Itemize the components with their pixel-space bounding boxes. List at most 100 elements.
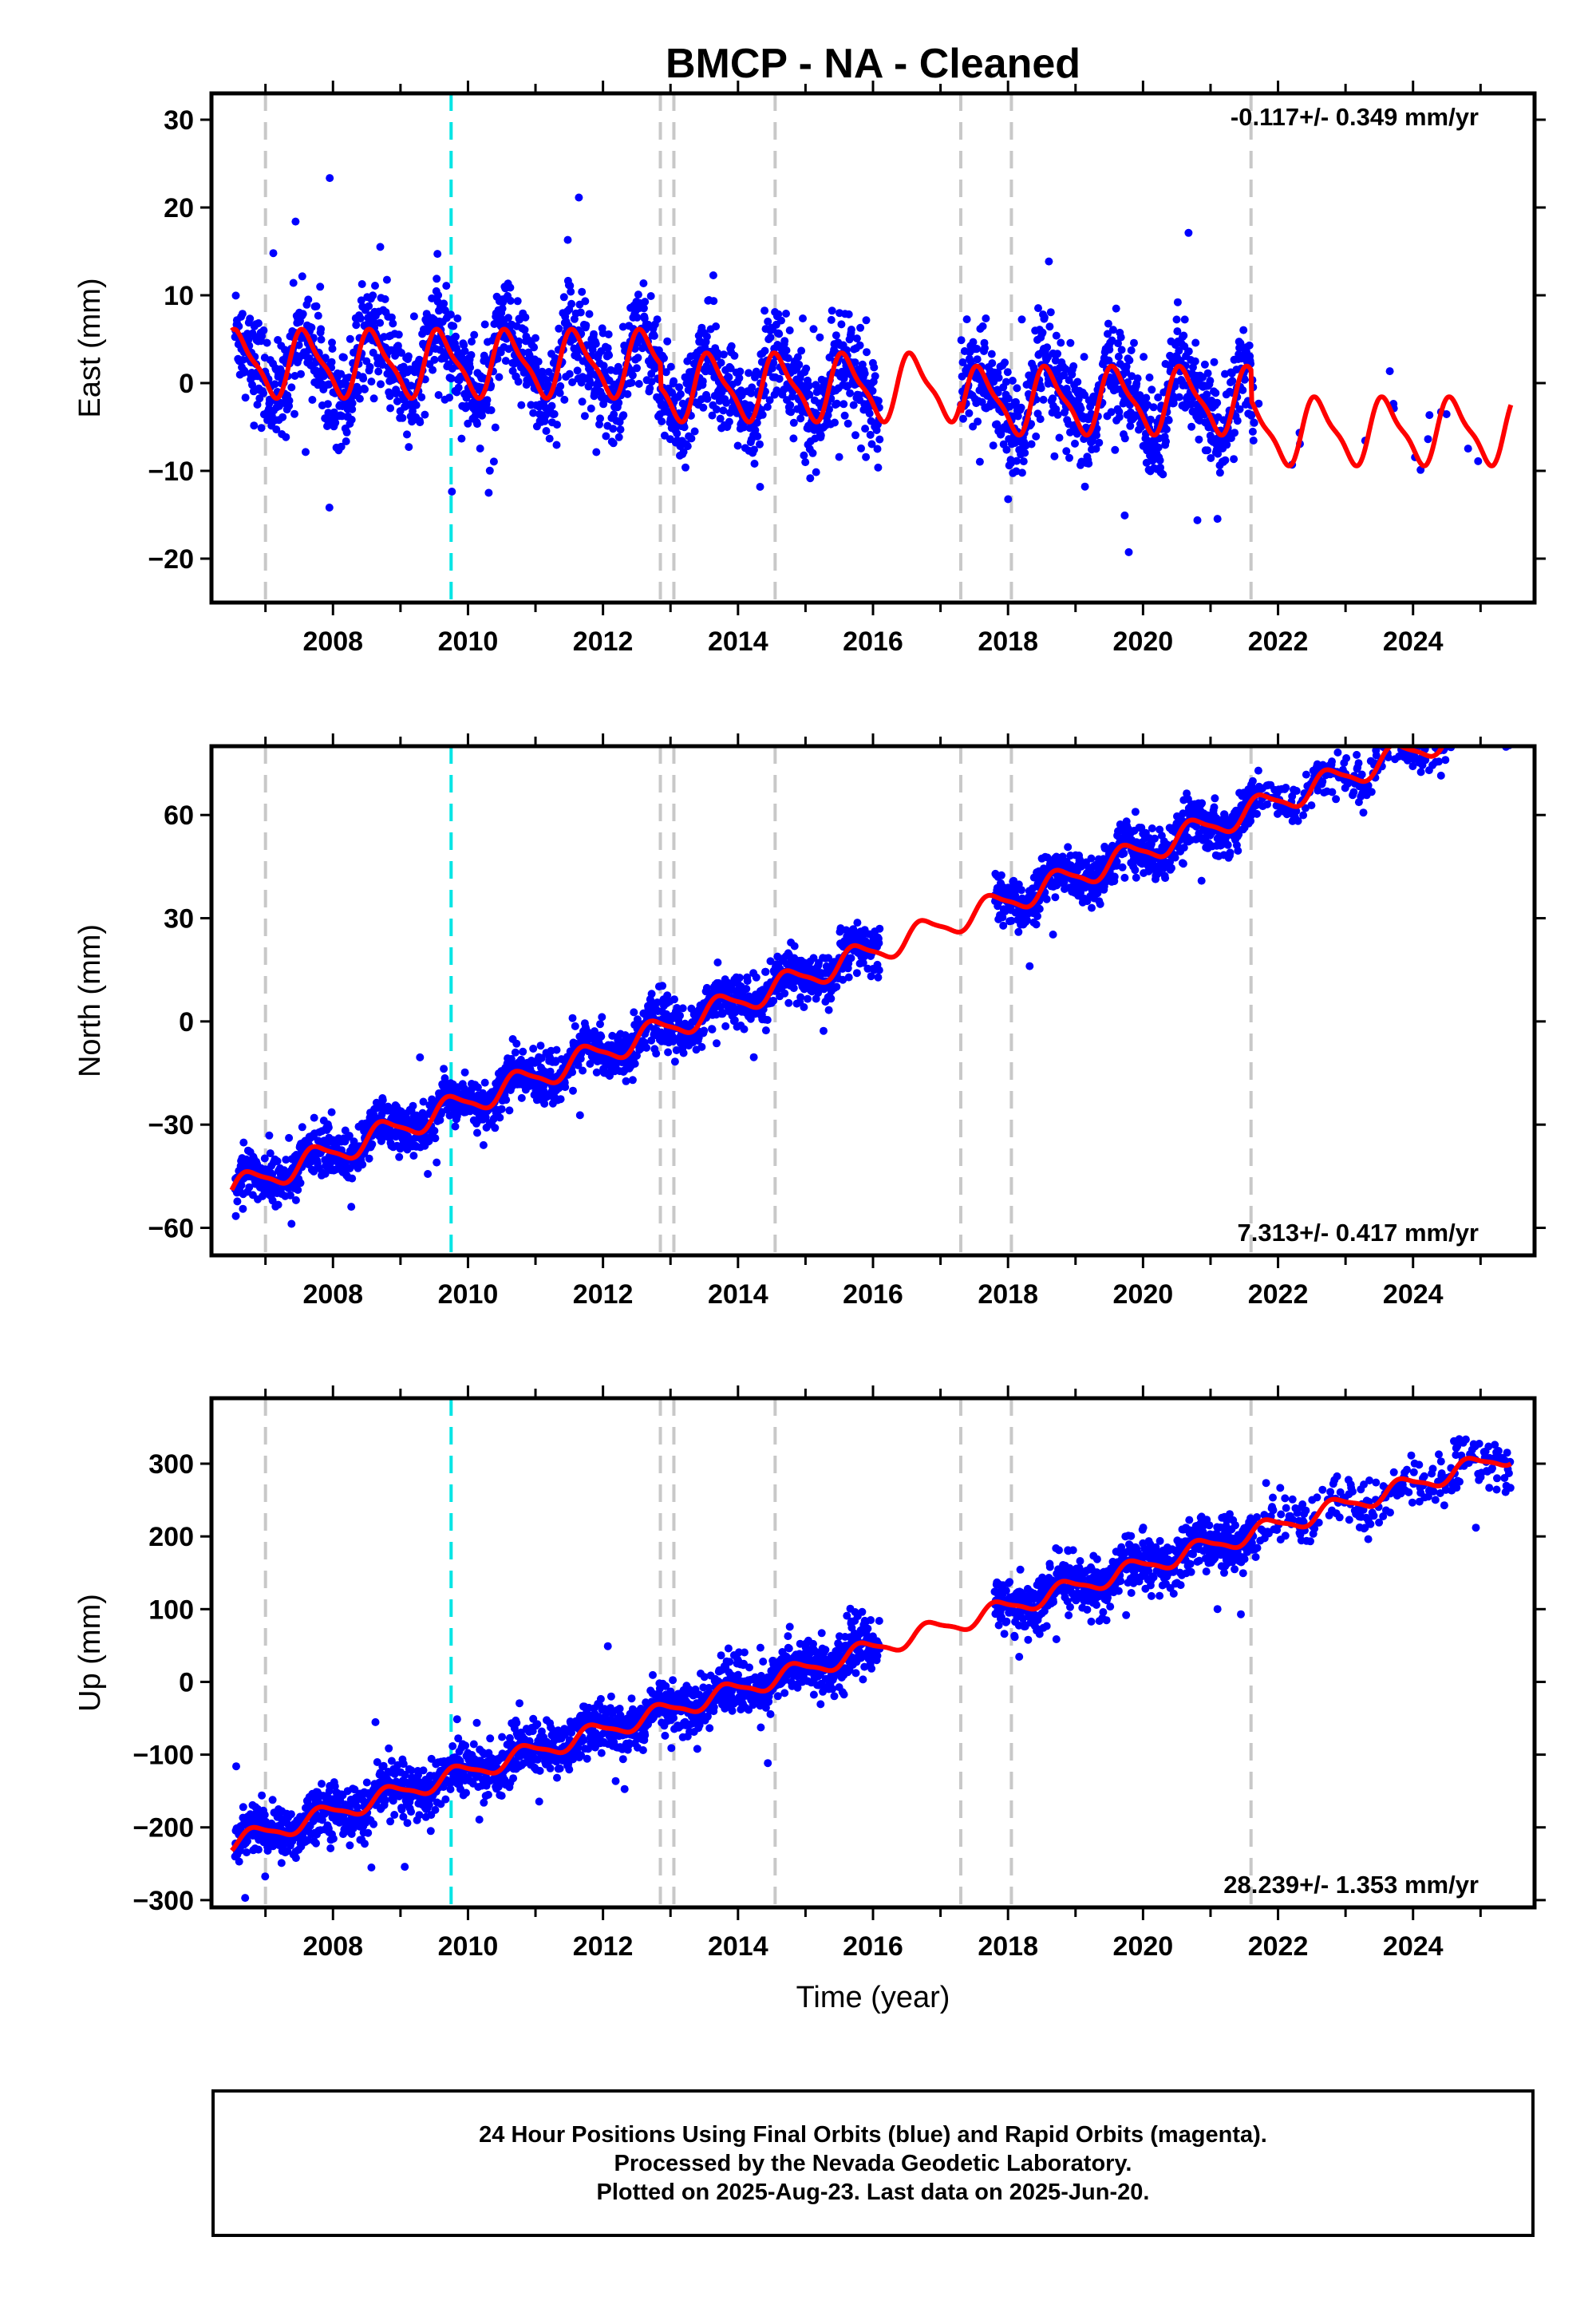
data-point [597, 1032, 606, 1041]
data-point [1175, 346, 1183, 355]
data-point [700, 1026, 709, 1035]
data-point [454, 383, 463, 392]
data-point [1049, 931, 1057, 939]
data-point [800, 451, 808, 460]
data-point [1142, 393, 1151, 402]
data-point [1027, 420, 1036, 429]
data-point [717, 358, 725, 367]
data-point [1002, 445, 1011, 454]
data-point [737, 391, 746, 400]
data-point [660, 354, 668, 362]
data-point [436, 1116, 444, 1124]
data-point [703, 394, 712, 403]
data-point [417, 393, 426, 401]
data-point [357, 296, 365, 305]
data-point [873, 445, 882, 453]
data-point [796, 414, 805, 423]
data-point [1442, 410, 1451, 418]
data-point [587, 404, 595, 413]
data-point [308, 396, 317, 404]
data-point [622, 1077, 630, 1085]
data-point [753, 432, 762, 441]
figure-title: BMCP - NA - Cleaned [666, 41, 1080, 87]
data-point [962, 315, 971, 324]
data-point [713, 349, 721, 357]
data-point [324, 1123, 333, 1132]
data-point [542, 427, 551, 435]
data-point [466, 363, 475, 372]
data-point [1060, 371, 1069, 380]
y-tick-label: 0 [179, 369, 194, 399]
data-point [578, 397, 587, 406]
data-point [852, 334, 861, 343]
data-point [575, 193, 583, 202]
data-point [460, 341, 468, 350]
data-point [670, 1057, 679, 1066]
data-point [756, 440, 764, 449]
data-point [713, 958, 722, 966]
data-point [430, 1126, 439, 1135]
data-point [1019, 457, 1028, 466]
data-point [730, 351, 739, 360]
data-point [271, 380, 279, 389]
data-point [431, 1134, 440, 1143]
data-point [716, 414, 725, 423]
data-point [485, 466, 494, 475]
data-point [1236, 339, 1245, 348]
data-point [650, 331, 658, 340]
data-point [1112, 304, 1120, 313]
data-point [282, 433, 290, 441]
data-point [978, 322, 987, 330]
data-point [866, 430, 875, 439]
data-point [342, 428, 351, 437]
data-point [467, 350, 476, 359]
data-point [1066, 338, 1075, 347]
data-point [630, 1059, 639, 1068]
data-point [257, 424, 266, 433]
data-point [546, 1067, 555, 1076]
data-point [1130, 338, 1138, 347]
data-point [556, 381, 565, 390]
data-point [355, 394, 364, 403]
data-point [1200, 360, 1209, 369]
data-point [642, 1043, 651, 1052]
data-point [780, 337, 789, 346]
data-point [1124, 547, 1133, 556]
data-point [993, 420, 1001, 429]
y-axis-label: East (mm) [73, 278, 107, 417]
data-point [874, 463, 883, 472]
data-point [800, 1003, 808, 1011]
data-point [403, 430, 411, 439]
data-point [419, 1097, 428, 1106]
data-point [1105, 346, 1114, 354]
data-point [787, 408, 796, 417]
data-point [871, 372, 879, 381]
data-point [839, 400, 848, 409]
data-point [681, 463, 689, 472]
data-point [268, 1196, 277, 1205]
data-point [1250, 418, 1258, 427]
data-point [662, 368, 670, 377]
data-point [464, 419, 472, 428]
data-point [534, 358, 543, 366]
data-points [231, 174, 1483, 556]
data-point [274, 1200, 282, 1209]
data-point [1125, 356, 1134, 365]
data-point [237, 1181, 246, 1190]
data-point [683, 442, 692, 451]
data-point [678, 1004, 687, 1013]
data-point [805, 390, 814, 399]
data-point [540, 1100, 549, 1108]
data-point [409, 312, 418, 321]
data-point [521, 313, 530, 322]
data-point [782, 310, 790, 318]
data-point [348, 399, 357, 408]
data-point [552, 1045, 561, 1054]
data-point [1240, 375, 1249, 384]
data-point [851, 358, 859, 367]
data-point [446, 310, 455, 319]
data-point [298, 1123, 306, 1132]
data-point [837, 320, 846, 329]
data-point [382, 275, 391, 284]
data-point [1238, 385, 1247, 394]
